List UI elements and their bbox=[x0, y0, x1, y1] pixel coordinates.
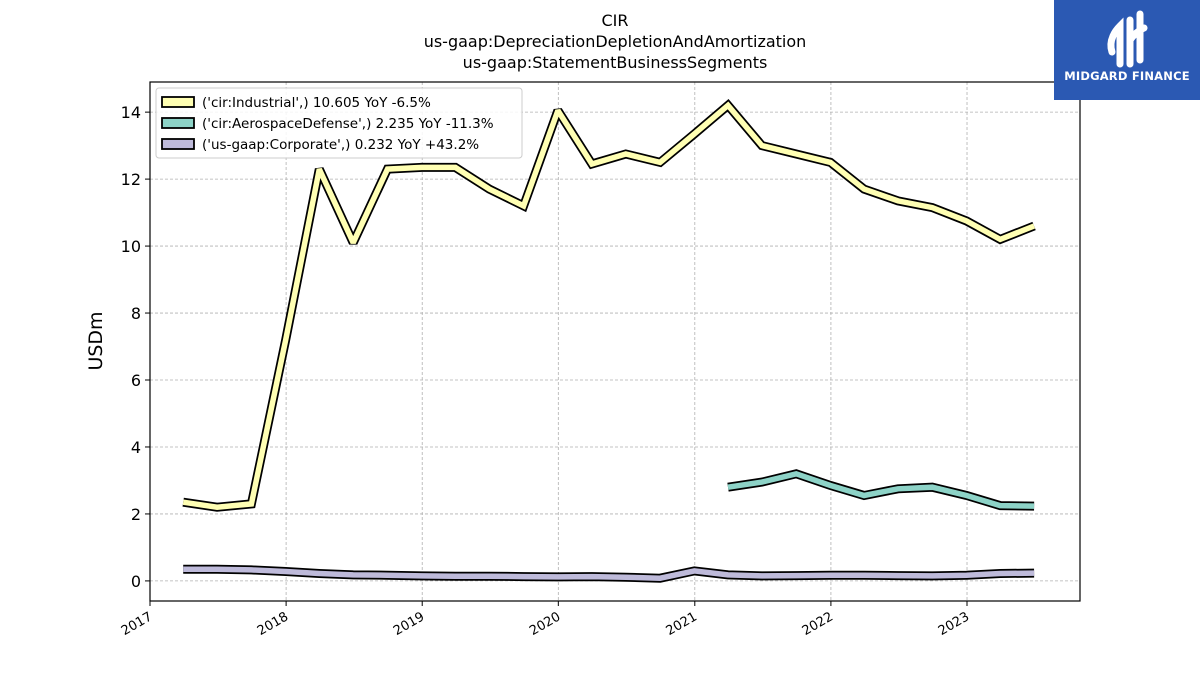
x-tick-label: 2020 bbox=[527, 609, 563, 639]
chart-title: CIR bbox=[601, 11, 629, 30]
legend-swatch-0 bbox=[161, 96, 195, 108]
y-tick-label: 14 bbox=[121, 103, 141, 122]
x-tick-label: 2022 bbox=[800, 609, 836, 639]
logo-text: MIDGARD FINANCE bbox=[1064, 69, 1190, 83]
series-line-2 bbox=[183, 566, 1035, 581]
logo-mark-icon bbox=[1107, 10, 1148, 68]
y-tick-label: 0 bbox=[131, 572, 141, 591]
legend-label-2: ('us-gaap:Corporate',) 0.232 YoY +43.2% bbox=[202, 137, 479, 153]
y-tick-label: 4 bbox=[131, 438, 141, 457]
series-layer bbox=[182, 99, 1036, 583]
x-tick-label: 2017 bbox=[119, 609, 155, 639]
legend-label-1: ('cir:AerospaceDefense',) 2.235 YoY -11.… bbox=[202, 116, 494, 132]
y-tick-label: 10 bbox=[121, 237, 141, 256]
axes: 0 2 4 6 8 10 12 14 2017 2018 2019 2020 2021 2022 2023 bbox=[119, 103, 972, 639]
series-line-0 bbox=[182, 101, 1036, 510]
series-line-1 bbox=[727, 470, 1035, 509]
brand-logo: MIDGARD FINANCE bbox=[1054, 0, 1200, 100]
chart-subtitle-1: us-gaap:DepreciationDepletionAndAmortiza… bbox=[423, 32, 807, 51]
y-tick-label: 8 bbox=[131, 304, 141, 323]
y-tick-label: 2 bbox=[131, 505, 141, 524]
legend-swatch-2 bbox=[161, 138, 195, 150]
x-tick-label: 2019 bbox=[391, 609, 427, 639]
plot-frame bbox=[149, 81, 1081, 602]
x-tick-label: 2018 bbox=[255, 609, 291, 639]
chart-subtitle-2: us-gaap:StatementBusinessSegments bbox=[462, 53, 768, 72]
y-axis-label: USDm bbox=[85, 311, 107, 370]
x-tick-label: 2021 bbox=[664, 609, 700, 639]
legend-label-0: ('cir:Industrial',) 10.605 YoY -6.5% bbox=[202, 95, 431, 111]
legend-box bbox=[155, 87, 523, 159]
legend: ('cir:Industrial',) 10.605 YoY -6.5% ('ci… bbox=[155, 87, 523, 159]
chart-title-block: CIR us-gaap:DepreciationDepletionAndAmor… bbox=[0, 10, 1200, 73]
x-tick-label: 2023 bbox=[936, 609, 972, 639]
y-tick-label: 12 bbox=[121, 170, 141, 189]
y-tick-label: 6 bbox=[131, 371, 141, 390]
legend-swatch-1 bbox=[161, 117, 195, 129]
